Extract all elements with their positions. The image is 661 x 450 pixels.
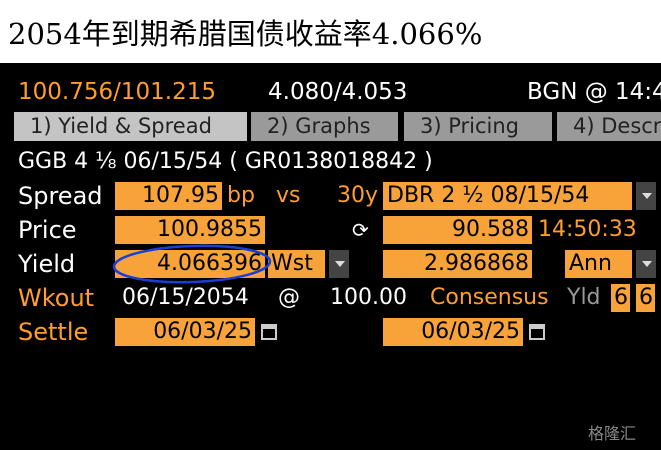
convention[interactable]: Ann	[565, 250, 632, 278]
yield-value[interactable]: 4.066396	[115, 250, 265, 278]
calendar-icon[interactable]	[529, 324, 545, 340]
yields: 4.080/4.053	[268, 79, 408, 105]
label: Spread	[18, 182, 103, 210]
bid-ask: 100.756/101.215	[18, 79, 216, 105]
benchmark-price[interactable]: 90.588	[383, 216, 532, 244]
box[interactable]: 6	[611, 284, 630, 312]
annotation-circle	[112, 244, 272, 284]
dropdown[interactable]	[329, 250, 349, 278]
consensus: Consensus	[430, 285, 549, 310]
spread-value[interactable]: 107.95	[115, 182, 222, 210]
tenor[interactable]: 30y	[337, 183, 379, 208]
tab[interactable]: 3) Pricing	[404, 112, 552, 141]
refresh-icon[interactable]: ⟳	[352, 218, 369, 242]
at: @	[278, 285, 300, 310]
label: Price	[18, 216, 77, 244]
settle-date[interactable]: 06/03/25	[115, 318, 255, 346]
tab[interactable]: 4) Descr	[557, 112, 661, 141]
vs: vs	[276, 183, 301, 208]
unit: bp	[227, 183, 255, 208]
label: Yield	[18, 250, 76, 278]
benchmark-settle[interactable]: 06/03/25	[383, 318, 523, 346]
benchmark-yield[interactable]: 2.986868	[383, 250, 532, 278]
benchmark[interactable]: DBR 2 ½ 08/15/54	[383, 182, 632, 210]
time: 14:50:33	[538, 217, 637, 242]
tab[interactable]: 1) Yield & Spread	[14, 112, 247, 141]
dropdown[interactable]	[636, 182, 656, 210]
security: GGB 4 ⅛ 06/15/54 ( GR0138018842 )	[18, 149, 433, 174]
title: 2054年到期希腊国债收益率4.066%	[8, 17, 483, 51]
tab[interactable]: 2) Graphs	[251, 112, 398, 141]
calendar-icon[interactable]	[261, 324, 277, 340]
workout-price: 100.00	[330, 285, 407, 310]
box[interactable]: 6	[636, 284, 655, 312]
price-value[interactable]: 100.9855	[115, 216, 265, 244]
label: Settle	[18, 318, 89, 346]
dropdown[interactable]	[636, 250, 656, 278]
source: BGN @ 14:4	[527, 79, 661, 105]
yld: Yld	[567, 285, 601, 310]
workout-date: 06/15/2054	[122, 285, 249, 310]
yield-type[interactable]: Wst	[268, 250, 325, 278]
watermark: 格隆汇	[588, 424, 637, 443]
label: Wkout	[18, 284, 95, 312]
